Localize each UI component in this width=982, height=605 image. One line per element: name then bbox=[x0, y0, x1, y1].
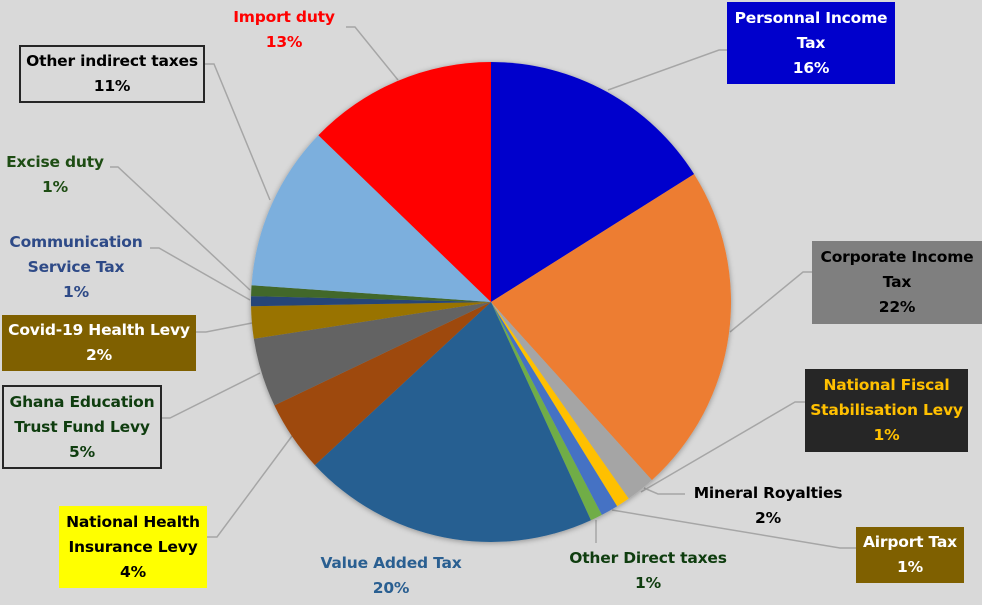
leader-line-personnal-income-tax bbox=[607, 49, 727, 91]
pie-slice-airport-tax bbox=[491, 302, 618, 515]
leader-line-national-fiscal-stabilisation-levy bbox=[640, 401, 805, 493]
leader-line-mineral-royalties bbox=[643, 487, 685, 495]
pie-slice-covid-19-health-levy bbox=[251, 302, 491, 339]
data-label-other-direct-taxes: Other Direct taxes 1% bbox=[562, 545, 734, 597]
label-percent: 11% bbox=[93, 77, 131, 95]
label-text: Excise duty bbox=[6, 153, 104, 171]
leader-line-national-health-insurance-levy bbox=[207, 435, 293, 538]
leader-lines bbox=[110, 26, 856, 549]
label-percent: 4% bbox=[120, 562, 146, 581]
data-label-ghana-education-trust-fund-levy: Ghana Education Trust Fund Levy 5% bbox=[2, 385, 162, 469]
label-percent: 1% bbox=[897, 558, 923, 576]
label-text: Tax bbox=[882, 273, 912, 291]
label-text: Corporate Income bbox=[820, 248, 974, 266]
leader-line-corporate-income-tax bbox=[729, 271, 812, 333]
label-text: National Health bbox=[66, 512, 200, 531]
leader-line-covid-19-health-levy bbox=[196, 322, 253, 333]
data-label-airport-tax: Airport Tax 1% bbox=[856, 527, 964, 583]
data-label-personnal-income-tax: Personnal Income Tax 16% bbox=[727, 2, 895, 84]
label-percent: 13% bbox=[265, 33, 303, 51]
data-label-corporate-income-tax: Corporate Income Tax 22% bbox=[812, 241, 982, 324]
label-text: Value Added Tax bbox=[320, 554, 462, 572]
label-percent: 2% bbox=[755, 509, 781, 527]
label-text: Stabilisation Levy bbox=[810, 401, 963, 419]
label-text: Mineral Royalties bbox=[693, 484, 843, 502]
label-percent: 16% bbox=[792, 58, 830, 77]
label-text: Other indirect taxes bbox=[26, 52, 198, 70]
leader-line-import-duty bbox=[346, 26, 399, 81]
pie-slice-national-fiscal-stabilisation-levy bbox=[491, 302, 629, 507]
pie-slice-national-health-insurance-levy bbox=[274, 302, 491, 466]
label-text: Personnal Income bbox=[734, 8, 888, 27]
pie-slice-mineral-royalties bbox=[491, 302, 652, 499]
label-text: Ghana Education bbox=[9, 392, 155, 411]
leader-line-airport-tax bbox=[611, 509, 856, 549]
leader-line-excise-duty bbox=[110, 166, 251, 291]
pie-slice-other-indirect-taxes bbox=[251, 135, 491, 302]
label-text: Communication bbox=[9, 232, 143, 251]
label-percent: 1% bbox=[873, 426, 900, 444]
label-percent: 5% bbox=[69, 442, 95, 461]
data-label-mineral-royalties: Mineral Royalties 2% bbox=[686, 480, 850, 532]
label-text: Import duty bbox=[233, 8, 335, 26]
data-label-national-fiscal-stabilisation-levy: National Fiscal Stabilisation Levy 1% bbox=[805, 369, 968, 452]
label-percent: 20% bbox=[372, 579, 410, 597]
pie-slice-import-duty bbox=[318, 62, 491, 302]
leader-line-communication-service-tax bbox=[150, 247, 251, 301]
data-label-covid-19-health-levy: Covid-19 Health Levy 2% bbox=[2, 315, 196, 371]
label-text: National Fiscal bbox=[823, 376, 950, 394]
label-text: Tax bbox=[796, 33, 826, 52]
label-percent: 1% bbox=[63, 282, 89, 301]
label-text: Covid-19 Health Levy bbox=[8, 321, 190, 339]
label-text: Other Direct taxes bbox=[569, 549, 727, 567]
pie-slice-corporate-income-tax bbox=[491, 174, 731, 481]
label-text: Trust Fund Levy bbox=[14, 417, 150, 436]
label-percent: 22% bbox=[878, 298, 916, 316]
pie-slice-excise-duty bbox=[251, 285, 491, 302]
label-percent: 2% bbox=[86, 346, 112, 364]
data-label-import-duty: Import duty 13% bbox=[225, 4, 343, 56]
data-label-excise-duty: Excise duty 1% bbox=[0, 149, 110, 201]
pie-slice-other-direct-taxes bbox=[491, 302, 602, 521]
pie-slice-personnal-income-tax bbox=[491, 62, 695, 302]
data-label-other-indirect-taxes: Other indirect taxes 11% bbox=[19, 45, 205, 103]
leader-line-ghana-education-trust-fund-levy bbox=[162, 372, 261, 419]
data-label-value-added-tax: Value Added Tax 20% bbox=[307, 550, 475, 602]
leader-line-other-indirect-taxes bbox=[205, 63, 271, 201]
label-percent: 1% bbox=[42, 178, 68, 196]
pie-slice-communication-service-tax bbox=[251, 296, 491, 307]
label-text: Insurance Levy bbox=[68, 537, 198, 556]
label-text: Airport Tax bbox=[863, 533, 957, 551]
label-text: Service Tax bbox=[27, 257, 125, 276]
label-percent: 1% bbox=[635, 574, 661, 592]
data-label-national-health-insurance-levy: National Health Insurance Levy 4% bbox=[59, 506, 207, 588]
data-label-communication-service-tax: Communication Service Tax 1% bbox=[0, 229, 152, 305]
pie-slice-value-added-tax bbox=[314, 302, 591, 543]
pie-slice-ghana-education-trust-fund-levy bbox=[253, 302, 491, 406]
pie-slices bbox=[251, 62, 731, 543]
